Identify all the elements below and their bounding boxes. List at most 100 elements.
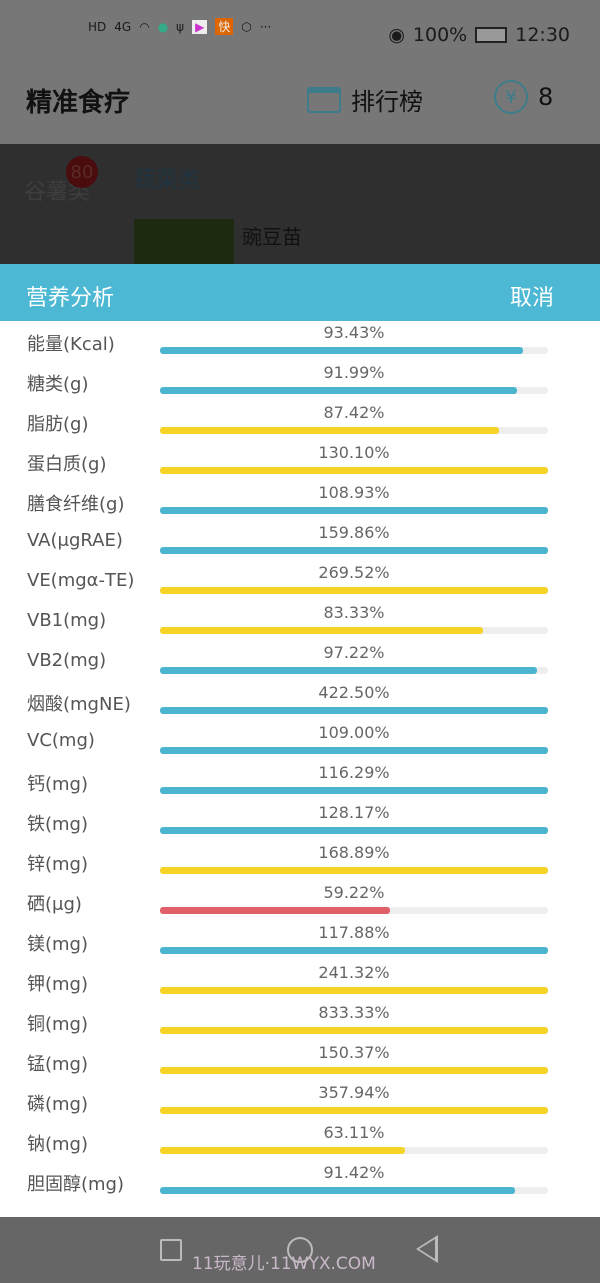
progress-track — [160, 507, 548, 514]
watermark: 11玩意儿·11WYX.COM — [192, 1254, 376, 1274]
yuan-icon: ¥ — [494, 80, 528, 114]
progress-track — [160, 947, 548, 954]
nutrient-label: 铜(mg) — [27, 1014, 89, 1035]
status-icons-right: ◉ 100% 12:30 — [388, 24, 570, 46]
nutrient-percent: 130.10% — [318, 443, 390, 462]
subcategory-title: 蔬菜类 — [134, 168, 201, 193]
nutrient-row: VB1(mg) 83.33% — [0, 601, 600, 641]
nutrient-percent: 168.89% — [318, 843, 390, 862]
nutrient-percent: 241.32% — [318, 963, 390, 982]
nutrient-percent: 93.43% — [323, 323, 385, 342]
nutrient-percent: 63.11% — [323, 1123, 385, 1142]
panel-title: 营养分析 — [26, 286, 115, 311]
progress-fill — [160, 947, 548, 954]
nutrient-row: 膳食纤维(g) 108.93% — [0, 481, 600, 521]
nutrient-row: 铜(mg) 833.33% — [0, 1001, 600, 1041]
shield-icon: ⬡ — [241, 19, 252, 34]
progress-fill — [160, 667, 538, 674]
count-badge: 80 — [66, 156, 98, 188]
progress-fill — [160, 867, 548, 874]
nutrient-label: VB2(mg) — [27, 650, 107, 671]
nutrient-row: 钾(mg) 241.32% — [0, 961, 600, 1001]
progress-track — [160, 827, 548, 834]
signal-icon: 4G — [114, 19, 132, 34]
nutrient-label: VE(mgα-TE) — [27, 570, 135, 591]
progress-track — [160, 427, 548, 434]
app-title: 精准食疗 — [26, 88, 131, 118]
nutrient-label: 烟酸(mgNE) — [27, 694, 131, 715]
app-icon: ● — [157, 19, 169, 34]
nutrient-list: 能量(Kcal) 93.43% 糖类(g) 91.99% 脂肪(g) 87.42% 蛋白质(… — [0, 321, 600, 1217]
nutrient-percent: 117.88% — [318, 923, 390, 942]
nutrient-percent: 97.22% — [323, 643, 385, 662]
app-header: 精准食疗 排行榜 ¥ 8 — [0, 70, 600, 144]
coin-balance[interactable]: ¥ 8 — [494, 80, 553, 114]
nutrient-label: VB1(mg) — [27, 610, 107, 631]
progress-track — [160, 347, 548, 354]
panel-header: 营养分析 取消 — [0, 264, 600, 321]
food-image — [134, 219, 234, 264]
nutrient-label: VA(μgRAE) — [27, 530, 123, 551]
nutrient-row: 烟酸(mgNE) 422.50% — [0, 681, 600, 721]
nutrient-row: 硒(μg) 59.22% — [0, 881, 600, 921]
recents-button[interactable] — [160, 1239, 182, 1261]
nutrient-label: 蛋白质(g) — [27, 454, 107, 475]
progress-fill — [160, 467, 548, 474]
nutrient-label: 钙(mg) — [27, 774, 89, 795]
nutrient-label: 磷(mg) — [27, 1094, 89, 1115]
video-icon: ▶ — [192, 19, 208, 34]
battery-icon — [475, 27, 508, 43]
usb-icon: ψ — [176, 19, 185, 34]
nutrient-percent: 108.93% — [318, 483, 390, 502]
coin-count: 8 — [538, 83, 554, 111]
nutrient-label: 硒(μg) — [27, 894, 82, 915]
food-name: 豌豆苗 — [242, 225, 302, 249]
nutrient-percent: 269.52% — [318, 563, 390, 582]
progress-fill — [160, 1187, 515, 1194]
nutrient-label: 镁(mg) — [27, 934, 89, 955]
nutrient-percent: 109.00% — [318, 723, 390, 742]
nutrient-row: 磷(mg) 357.94% — [0, 1081, 600, 1121]
progress-fill — [160, 627, 484, 634]
progress-fill — [160, 787, 548, 794]
ranking-button[interactable]: 排行榜 — [307, 82, 423, 117]
progress-fill — [160, 987, 548, 994]
nutrient-percent: 83.33% — [323, 603, 385, 622]
progress-fill — [160, 427, 500, 434]
nutrient-row: 锰(mg) 150.37% — [0, 1041, 600, 1081]
nutrient-percent: 159.86% — [318, 523, 390, 542]
kuaishou-icon: 快 — [215, 18, 234, 35]
progress-track — [160, 387, 548, 394]
status-icons-left: HD 4G ◠ ● ψ ▶ 快 ⬡ ··· — [88, 18, 271, 35]
back-button[interactable] — [416, 1235, 438, 1263]
nutrient-percent: 59.22% — [323, 883, 385, 902]
nutrient-label: 能量(Kcal) — [27, 334, 115, 355]
nutrient-row: 钙(mg) 116.29% — [0, 761, 600, 801]
nutrient-percent: 833.33% — [318, 1003, 390, 1022]
nutrient-label: 铁(mg) — [27, 814, 89, 835]
nutrient-percent: 91.42% — [323, 1163, 385, 1182]
progress-track — [160, 1067, 548, 1074]
nutrient-row: 蛋白质(g) 130.10% — [0, 441, 600, 481]
nutrient-label: VC(mg) — [27, 730, 95, 751]
progress-track — [160, 467, 548, 474]
progress-fill — [160, 1027, 548, 1034]
nutrient-row: 锌(mg) 168.89% — [0, 841, 600, 881]
eye-icon: ◉ — [388, 24, 405, 46]
cancel-button[interactable]: 取消 — [509, 286, 554, 311]
nutrient-percent: 128.17% — [318, 803, 390, 822]
nutrient-label: 钾(mg) — [27, 974, 89, 995]
progress-track — [160, 907, 548, 914]
nutrient-row: VA(μgRAE) 159.86% — [0, 521, 600, 561]
home-button[interactable] — [287, 1237, 313, 1263]
nutrient-label: 钠(mg) — [27, 1134, 89, 1155]
progress-fill — [160, 507, 548, 514]
progress-track — [160, 787, 548, 794]
progress-track — [160, 747, 548, 754]
nutrient-row: VC(mg) 109.00% — [0, 721, 600, 761]
progress-fill — [160, 1067, 548, 1074]
nutrient-percent: 357.94% — [318, 1083, 390, 1102]
nutrient-label: 锌(mg) — [27, 854, 89, 875]
dimmed-background: 谷薯类 80 蔬菜类 豌豆苗 — [0, 144, 600, 264]
progress-fill — [160, 387, 517, 394]
